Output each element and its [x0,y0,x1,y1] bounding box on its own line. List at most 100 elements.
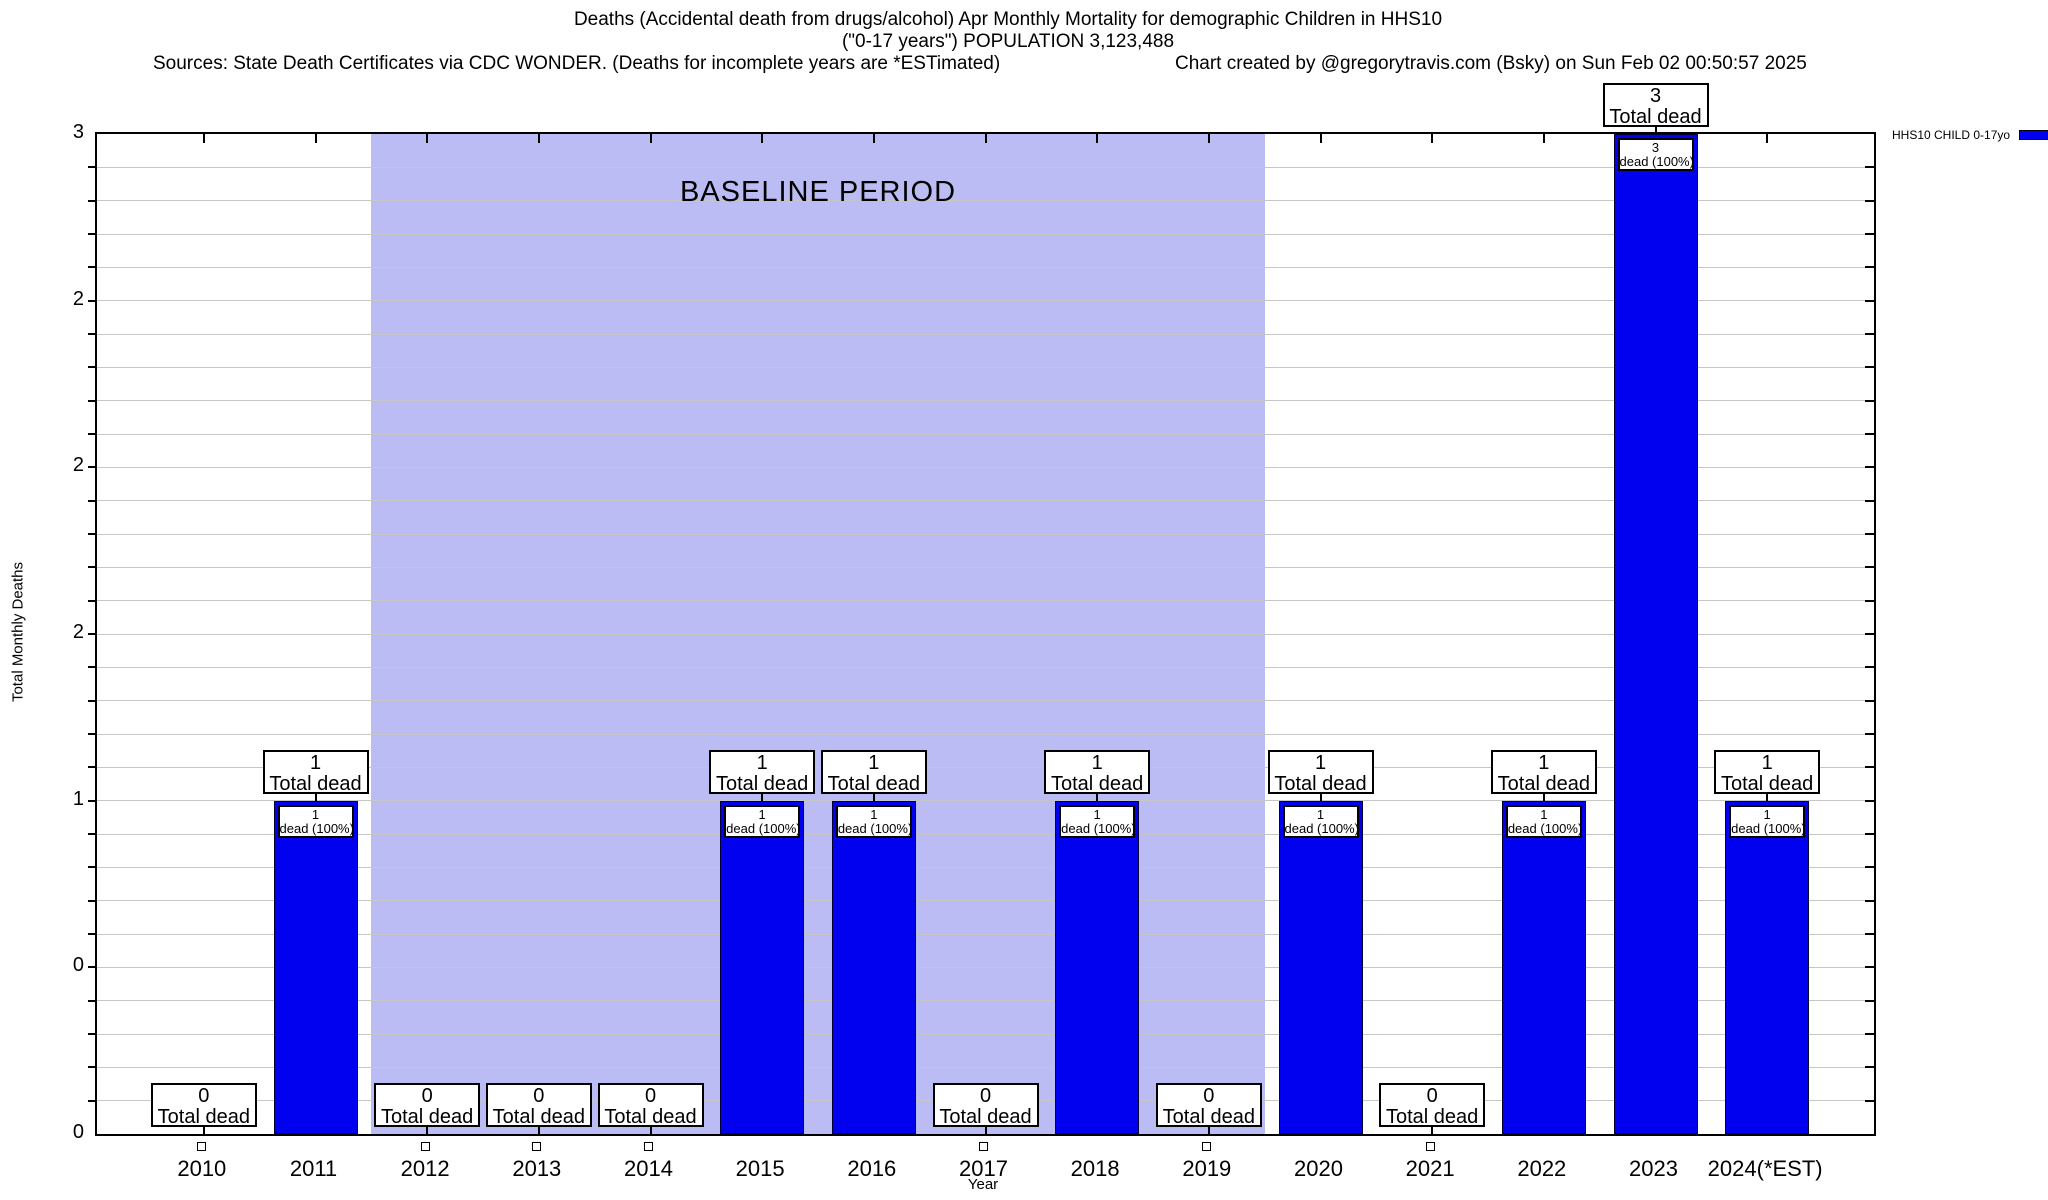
y-axis-tick [88,399,97,402]
y-axis-tick [88,333,97,335]
y-tick-label: 3 [72,121,84,143]
y-axis-tick [1865,499,1874,502]
y-axis-tick [88,166,97,169]
gridline [97,833,1874,835]
legend: HHS10 CHILD 0-17yo [1892,128,2048,142]
bar-inner-label-2023: 3 dead (100%) [1617,138,1694,171]
gridline [97,566,1874,568]
y-axis-tick [1865,1099,1874,1102]
bar-total-label-2010: 0 Total dead [150,1083,257,1128]
y-axis-tick [1865,599,1874,602]
y-axis-tick [88,1066,97,1069]
gridline [97,700,1874,702]
bar-2011 [273,800,358,1134]
y-axis-tick [1865,966,1874,969]
zero-marker-2010 [197,1142,207,1151]
x-axis-tick [314,134,317,143]
label-stem [426,1127,429,1134]
gridline [97,600,1874,602]
bar-total-label-2018: 1 Total dead [1044,749,1151,794]
chart-title-line2: ("0-17 years") POPULATION 3,123,488 [841,31,1175,52]
y-axis-tick [1865,466,1874,469]
x-axis-tick [761,134,764,143]
zero-marker-2012 [420,1142,430,1151]
y-axis-tick [88,1033,97,1035]
label-stem [872,793,875,801]
bar-2015 [720,800,805,1134]
y-axis-tick [88,233,97,235]
bar-total-label-2024(*EST): 1 Total dead [1714,749,1821,794]
y-axis-tick [1865,633,1874,635]
y-axis-tick [88,566,97,569]
plot-area: BASELINE PERIOD 0 Total dead 1 dead (100%) 1 T… [88,83,1876,1136]
y-axis-tick [1865,166,1874,169]
y-axis-tick [88,799,97,802]
y-axis-tick [88,999,97,1002]
y-axis-tick [1865,199,1874,202]
gridline [97,333,1874,335]
gridline [97,400,1874,402]
x-tick-label-2022: 2022 [1517,1156,1567,1181]
y-axis-tick [1865,299,1874,302]
bar-total-label-2012: 0 Total dead [374,1083,481,1128]
gridline [97,866,1874,868]
x-axis-tick [1207,134,1210,143]
bar-total-label-2021: 0 Total dead [1379,1083,1486,1128]
y-axis-tick [1865,866,1874,869]
gridline [97,433,1874,435]
gridline [97,533,1874,535]
bar-inner-label-2018: 1 dead (100%) [1059,804,1136,838]
x-tick-label-2021: 2021 [1405,1156,1455,1181]
y-tick-label: 0 [72,954,84,977]
x-tick-label-2012: 2012 [400,1156,450,1181]
x-tick-label-2017: 2017 [959,1156,1008,1181]
bar-total-label-2023: 3 Total dead [1602,83,1709,128]
x-axis-title: Year [967,1176,999,1193]
x-axis-tick [1096,134,1099,143]
y-axis-tick [1865,999,1874,1002]
bar-total-label-2019: 0 Total dead [1155,1083,1262,1128]
bar-total-label-2020: 1 Total dead [1267,749,1374,794]
y-axis-tick [88,699,97,702]
gridline [97,200,1874,202]
y-axis-tick [88,266,97,269]
bar-2016 [831,800,916,1134]
zero-marker-2019 [1202,1142,1212,1151]
label-stem [1319,793,1322,801]
y-axis-tick [88,633,97,635]
y-axis-tick [88,499,97,502]
y-tick-label: 2 [72,621,84,643]
x-axis-tick [202,134,205,143]
y-axis-tick [1865,566,1874,569]
zero-marker-2014 [644,1142,653,1151]
bar-total-label-2022: 1 Total dead [1490,749,1597,794]
y-axis-tick [88,1099,97,1102]
credit-note: Chart created by @gregorytravis.com (Bsk… [1175,53,1807,74]
x-axis-tick [649,134,652,143]
bar-2018 [1055,800,1140,1134]
zero-marker-2021 [1425,1142,1435,1151]
x-axis-tick [426,134,429,143]
legend-color-swatch [2019,130,2048,140]
chart-title-line1: Deaths (Accidental death from drugs/alco… [573,9,1443,30]
y-axis-tick [88,866,97,869]
gridline [97,500,1874,502]
y-axis-tick [1865,733,1874,735]
x-tick-label-2011: 2011 [289,1156,338,1181]
x-axis-tick [537,134,540,143]
x-tick-label-2014: 2014 [624,1156,673,1181]
y-tick-label: 0 [72,1121,84,1143]
y-axis-tick [88,666,97,669]
y-axis-tick [1865,766,1874,769]
y-axis-tick [88,533,97,535]
label-stem [1096,793,1099,801]
baseline-period-label: BASELINE PERIOD [679,176,957,208]
bar-inner-label-2020: 1 dead (100%) [1282,804,1359,838]
label-stem [1766,793,1769,801]
gridline [97,1033,1874,1035]
gridline [97,800,1874,802]
x-axis-tick [1766,134,1769,143]
label-stem [314,793,317,801]
y-axis-tick [88,733,97,735]
